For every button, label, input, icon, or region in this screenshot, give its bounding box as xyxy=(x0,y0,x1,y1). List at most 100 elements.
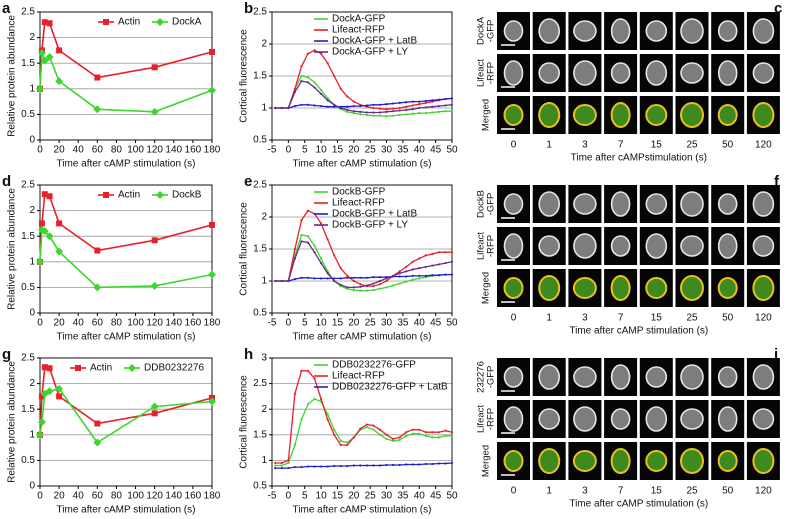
point xyxy=(385,115,388,118)
point xyxy=(372,276,375,279)
time-label: 120 xyxy=(755,486,772,497)
point xyxy=(418,100,421,103)
cell xyxy=(752,18,775,44)
point xyxy=(398,463,401,467)
x-tick-label: 60 xyxy=(92,145,104,156)
point xyxy=(313,251,316,254)
point xyxy=(437,263,441,266)
y-tick-label: 1.5 xyxy=(253,244,267,255)
cell xyxy=(680,364,704,390)
cell xyxy=(503,450,524,472)
point xyxy=(378,103,382,106)
row-label: -RFP xyxy=(486,235,497,257)
point xyxy=(280,464,283,467)
time-label: 15 xyxy=(651,140,663,151)
row-label: Lifeact xyxy=(476,59,487,87)
x-tick-label: 5 xyxy=(302,491,308,502)
legend-label: DockA-GFP + LatB xyxy=(332,36,417,47)
point xyxy=(346,443,349,447)
marker xyxy=(55,247,64,256)
panel-letter: i xyxy=(774,346,778,363)
time-label: 0 xyxy=(511,486,517,497)
cell xyxy=(680,275,704,301)
cell xyxy=(717,450,738,472)
point xyxy=(450,103,454,106)
marker xyxy=(103,19,109,25)
series-line xyxy=(275,234,452,292)
point xyxy=(444,429,447,432)
marker xyxy=(208,270,216,279)
point xyxy=(365,113,369,117)
point xyxy=(326,99,329,102)
time-label: 1 xyxy=(546,486,552,497)
marker xyxy=(41,191,48,198)
x-tick-label: 30 xyxy=(381,491,393,502)
point xyxy=(431,431,434,434)
point xyxy=(450,431,454,434)
point xyxy=(300,65,303,68)
marker xyxy=(93,283,102,292)
point xyxy=(365,276,369,279)
point xyxy=(418,103,421,106)
point xyxy=(333,464,336,468)
marker xyxy=(46,365,53,372)
point xyxy=(313,244,316,247)
series-line xyxy=(275,462,453,469)
x-tick-label: 15 xyxy=(332,318,344,329)
x-axis-label: Time after cAMPstimulation (s) xyxy=(571,153,707,164)
point xyxy=(319,277,323,280)
x-tick-label: 10 xyxy=(316,491,328,502)
series-line xyxy=(275,97,453,109)
point xyxy=(326,62,329,65)
panel-letter: d xyxy=(2,173,11,190)
point xyxy=(424,274,427,277)
cell xyxy=(680,408,704,430)
x-axis-label: Time after cAMP stimulation (s) xyxy=(293,505,432,516)
point xyxy=(418,112,421,115)
cell xyxy=(752,191,775,217)
row-label: DockB xyxy=(476,190,487,218)
point xyxy=(424,254,427,257)
point xyxy=(346,464,349,468)
x-tick-label: 45 xyxy=(430,145,442,156)
cell xyxy=(610,191,631,217)
marker xyxy=(208,397,216,406)
row-label: -GFP xyxy=(486,366,497,389)
point xyxy=(378,283,382,286)
x-tick-label: 50 xyxy=(446,491,458,502)
point xyxy=(359,289,362,292)
x-axis-label: Time after cAMP stimulation (s) xyxy=(293,332,432,343)
x-tick-label: 40 xyxy=(73,318,85,329)
point xyxy=(293,465,297,469)
point xyxy=(287,106,290,110)
y-tick-label: 0.5 xyxy=(21,455,35,466)
x-axis-label: Time after cAMP stimulation (s) xyxy=(57,159,196,170)
point xyxy=(319,104,323,108)
point xyxy=(333,277,336,280)
point xyxy=(450,110,454,113)
point xyxy=(300,219,303,222)
cell xyxy=(538,102,561,128)
point xyxy=(431,253,434,256)
point xyxy=(411,104,414,107)
point xyxy=(300,465,303,469)
point xyxy=(398,113,401,117)
point xyxy=(319,222,323,225)
cell xyxy=(503,233,524,259)
y-axis-label: Relative protein abundance xyxy=(7,361,18,483)
point xyxy=(437,431,441,434)
marker xyxy=(37,48,46,57)
time-label: 1 xyxy=(546,140,552,151)
point xyxy=(287,459,290,462)
x-tick-label: -5 xyxy=(268,145,277,156)
point xyxy=(293,257,297,260)
point xyxy=(411,274,414,277)
y-tick-label: 2.5 xyxy=(253,378,267,389)
cell xyxy=(645,60,668,86)
x-tick-label: 0 xyxy=(37,145,43,156)
point xyxy=(418,463,421,466)
cell xyxy=(645,20,668,42)
point xyxy=(313,49,316,52)
point xyxy=(372,288,375,292)
point xyxy=(352,288,355,292)
